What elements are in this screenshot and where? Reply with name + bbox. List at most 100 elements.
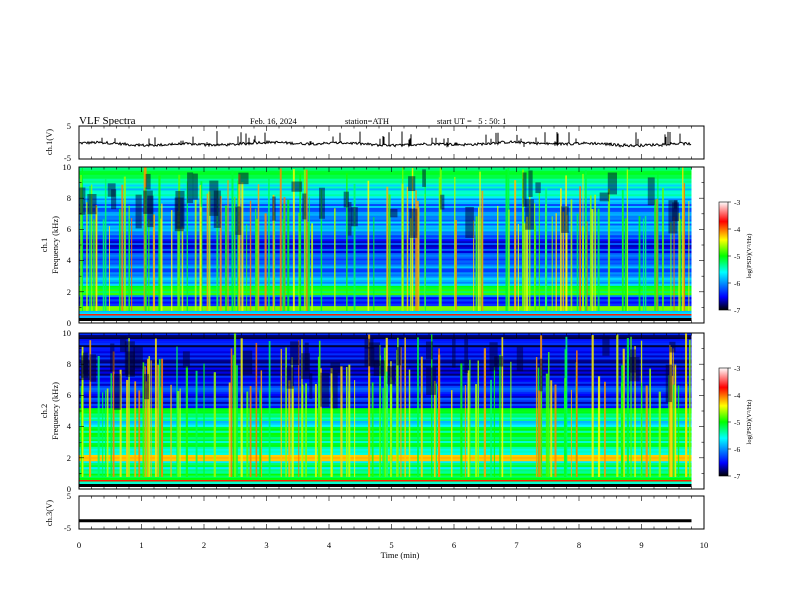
dark-patch <box>426 367 437 395</box>
dark-patch <box>124 341 135 375</box>
sferic-streak <box>157 364 160 477</box>
sferic-streak <box>415 190 417 311</box>
sferic-streak <box>417 337 419 477</box>
sferic-streak <box>105 390 107 477</box>
dark-patch <box>111 189 117 210</box>
xtick-9: 9 <box>639 540 643 550</box>
sferic-streak <box>95 207 98 311</box>
sferic-streak <box>499 354 501 477</box>
sferic-streak <box>291 357 293 477</box>
spectrogram-band-row <box>79 256 692 259</box>
dark-patch <box>320 372 330 407</box>
sferic-streak <box>526 216 529 311</box>
sferic-streak <box>562 211 565 311</box>
dark-patch <box>665 364 672 403</box>
sferic-streak <box>668 375 670 477</box>
dark-patch <box>516 345 524 372</box>
sferic-streak <box>255 342 258 477</box>
sferic-streak <box>622 205 624 311</box>
sferic-streak <box>373 217 375 311</box>
dark-patch <box>351 207 358 227</box>
spectrogram-band-row <box>79 337 692 340</box>
station-label: station=ATH <box>345 116 389 126</box>
sferic-streak <box>148 356 151 477</box>
sferic-streak <box>545 373 548 477</box>
sferic-streak <box>185 366 188 477</box>
xtick-6: 6 <box>452 540 456 550</box>
sferic-streak <box>118 208 121 311</box>
spectrogram-band-row <box>79 278 692 281</box>
dark-patch <box>332 372 338 409</box>
sferic-streak <box>274 211 276 311</box>
sferic-streak <box>630 336 632 477</box>
spectrogram-band-row <box>79 250 692 254</box>
sferic-streak <box>236 365 238 477</box>
spectrogram-band-row <box>79 192 692 195</box>
sferic-streak <box>469 359 471 477</box>
spectrogram-band-row <box>79 184 692 187</box>
dark-patch <box>607 172 617 195</box>
sferic-streak <box>490 379 492 477</box>
sferic-streak <box>634 346 636 477</box>
xtick-1: 1 <box>139 540 143 550</box>
sferic-streak <box>624 218 627 311</box>
sferic-streak <box>199 206 202 311</box>
dark-patch <box>87 193 97 215</box>
sferic-streak <box>231 170 234 311</box>
ch2-ytick-10: 10 <box>63 328 72 338</box>
dark-patch <box>110 343 115 372</box>
spectrogram-band-row <box>79 270 692 273</box>
sferic-streak <box>195 370 198 477</box>
low-frequency-line <box>79 484 692 487</box>
sferic-streak <box>160 218 162 311</box>
dark-patch <box>422 169 426 187</box>
sferic-streak <box>570 389 572 477</box>
sferic-streak <box>260 370 263 477</box>
sferic-streak <box>152 214 156 311</box>
sferic-streak <box>410 218 412 311</box>
dark-patch <box>440 194 445 210</box>
spectrogram-band-row <box>79 320 692 324</box>
date-label: Feb. 16, 2024 <box>250 116 298 126</box>
sferic-streak <box>145 388 147 477</box>
spectrogram-band-row <box>79 310 692 313</box>
sferic-streak <box>397 337 399 477</box>
sferic-streak <box>672 384 675 477</box>
sferic-streak <box>420 356 423 477</box>
dark-patch <box>187 172 194 204</box>
sferic-streak <box>388 194 391 311</box>
dark-patch <box>629 357 640 382</box>
dark-patch <box>494 355 504 367</box>
sferic-streak <box>126 379 129 477</box>
spectrogram-band-row <box>79 260 692 263</box>
dark-patch <box>286 367 294 389</box>
sferic-streak <box>354 380 356 477</box>
dark-patch <box>242 350 253 375</box>
dark-patch <box>535 182 541 194</box>
sferic-streak <box>656 198 658 311</box>
sferic-streak <box>368 334 371 477</box>
ch1-waveform-trace <box>78 131 692 148</box>
spectrogram-band-row <box>79 237 692 240</box>
sferic-streak <box>622 348 625 477</box>
sferic-streak <box>249 200 252 311</box>
dark-patch <box>489 342 498 371</box>
ch1-ymax-label: 5 <box>67 121 71 131</box>
sferic-streak <box>292 169 295 311</box>
spectrogram-band-row <box>79 225 692 228</box>
dark-patch <box>602 336 610 356</box>
sferic-streak <box>604 381 606 477</box>
spectrogram-band-row <box>79 343 692 346</box>
spectrogram-band-row <box>79 196 692 199</box>
dark-patch <box>235 206 242 235</box>
ch1-spectrogram-panel: 0 2 4 6 8 10 ch.1 Frequency (kHz) -3 -4 … <box>39 162 753 328</box>
spectrogram-band-row <box>79 314 692 317</box>
sferic-streak <box>591 209 594 311</box>
sferic-streak <box>411 168 414 311</box>
spectrogram-band-row <box>79 246 692 250</box>
sferic-streak <box>97 355 100 477</box>
spectrogram-band-row <box>79 211 692 215</box>
sferic-streak <box>379 344 381 477</box>
sferic-streak <box>616 334 619 477</box>
sferic-streak <box>283 203 285 311</box>
